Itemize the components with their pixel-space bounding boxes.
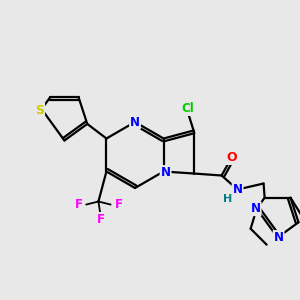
Text: F: F bbox=[114, 198, 122, 211]
Text: N: N bbox=[130, 116, 140, 128]
Text: F: F bbox=[74, 198, 83, 211]
Text: N: N bbox=[274, 231, 284, 244]
Text: Cl: Cl bbox=[181, 102, 194, 115]
Text: S: S bbox=[35, 103, 44, 117]
Text: F: F bbox=[96, 213, 104, 226]
Text: O: O bbox=[226, 151, 237, 164]
Text: H: H bbox=[223, 194, 232, 205]
Text: N: N bbox=[232, 183, 243, 196]
Text: N: N bbox=[251, 202, 261, 215]
Text: N: N bbox=[160, 166, 171, 179]
